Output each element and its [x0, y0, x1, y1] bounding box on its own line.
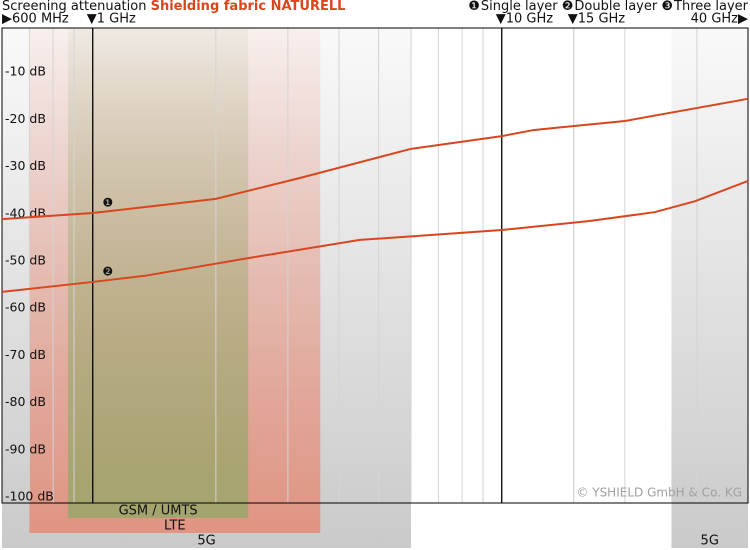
copyright: © YSHIELD GmbH & Co. KG — [576, 486, 742, 500]
bands — [2, 28, 748, 548]
legend-marker: ❸ — [661, 0, 673, 14]
band-label: GSM / UMTS — [119, 504, 198, 519]
series-line — [1, 97, 749, 221]
y-tick-label: -30 dB — [5, 158, 46, 173]
y-tick-label: -90 dB — [5, 441, 46, 456]
legend: ❶Single layer ❷Double layer ❸Three layer — [468, 0, 748, 14]
legend-marker: ❷ — [562, 0, 574, 14]
line-marker: ❶ — [102, 196, 113, 210]
subtitle: Shielding fabric NATURELL — [151, 0, 346, 14]
y-tick-label: -60 dB — [5, 300, 46, 315]
legend-label: Double layer — [574, 0, 657, 14]
chart-title: Screening attenuation Shielding fabric N… — [2, 0, 345, 14]
y-tick-label: -10 dB — [5, 64, 46, 79]
legend-label: Single layer — [481, 0, 558, 14]
band-label: LTE — [164, 519, 186, 534]
series-line — [1, 179, 749, 293]
band-label: 5G — [701, 534, 719, 549]
y-tick-label: -50 dB — [5, 253, 46, 268]
frequency-band — [671, 28, 748, 548]
y-tick-label: -100 dB — [5, 489, 54, 504]
line-marker: ❷ — [102, 264, 113, 278]
grid — [28, 28, 698, 503]
x-tick-label: ▶600 MHz — [2, 12, 69, 27]
y-tick-label: -70 dB — [5, 347, 46, 362]
y-tick-label: -20 dB — [5, 111, 46, 126]
y-tick-label: -80 dB — [5, 394, 46, 409]
x-tick-label: 40 GHz▶ — [691, 12, 748, 27]
legend-label: Three layer — [673, 0, 749, 14]
title: Screening attenuation — [2, 0, 146, 14]
x-tick-label: ▼1 GHz — [87, 12, 136, 27]
band-label: 5G — [197, 534, 215, 549]
plot-frame — [1, 27, 749, 504]
x-tick-label: ▼15 GHz — [568, 12, 626, 27]
legend-marker: ❶ — [468, 0, 480, 14]
x-tick-label: ▼10 GHz — [496, 12, 554, 27]
